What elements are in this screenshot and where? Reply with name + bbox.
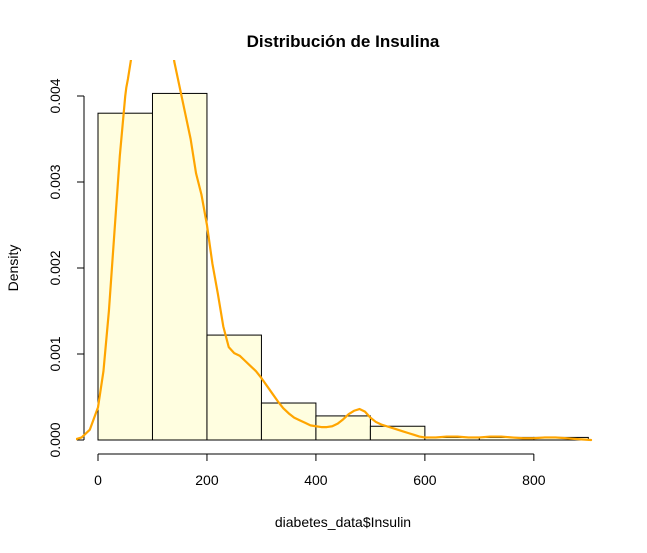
chart-title: Distribución de Insulina (247, 32, 440, 51)
histogram-bar (151, 92, 208, 441)
y-tick-label: 0.002 (47, 250, 63, 285)
y-tick-label: 0.001 (47, 336, 63, 371)
histogram-bar (97, 112, 153, 441)
histogram-bar (369, 425, 426, 441)
y-tick-label: 0.004 (47, 78, 63, 113)
histogram-bar (206, 334, 262, 441)
x-tick-label: 400 (304, 472, 328, 488)
bars-layer (97, 92, 589, 441)
density-layer (76, 60, 593, 442)
y-tick-label: 0.003 (47, 164, 63, 199)
density-curve (76, 60, 593, 442)
y-axis-label: Density (5, 245, 21, 292)
x-tick-label: 0 (94, 472, 102, 488)
x-tick-label: 800 (522, 472, 546, 488)
histogram-bar (260, 402, 317, 441)
x-axis-label: diabetes_data$Insulin (275, 514, 411, 530)
axes-layer: 0 200 400 600 800 0.000 0.001 0.002 0.003 0.004 (47, 78, 546, 488)
y-tick-label: 0.000 (47, 422, 63, 457)
x-tick-label: 200 (195, 472, 219, 488)
x-tick-label: 600 (413, 472, 437, 488)
